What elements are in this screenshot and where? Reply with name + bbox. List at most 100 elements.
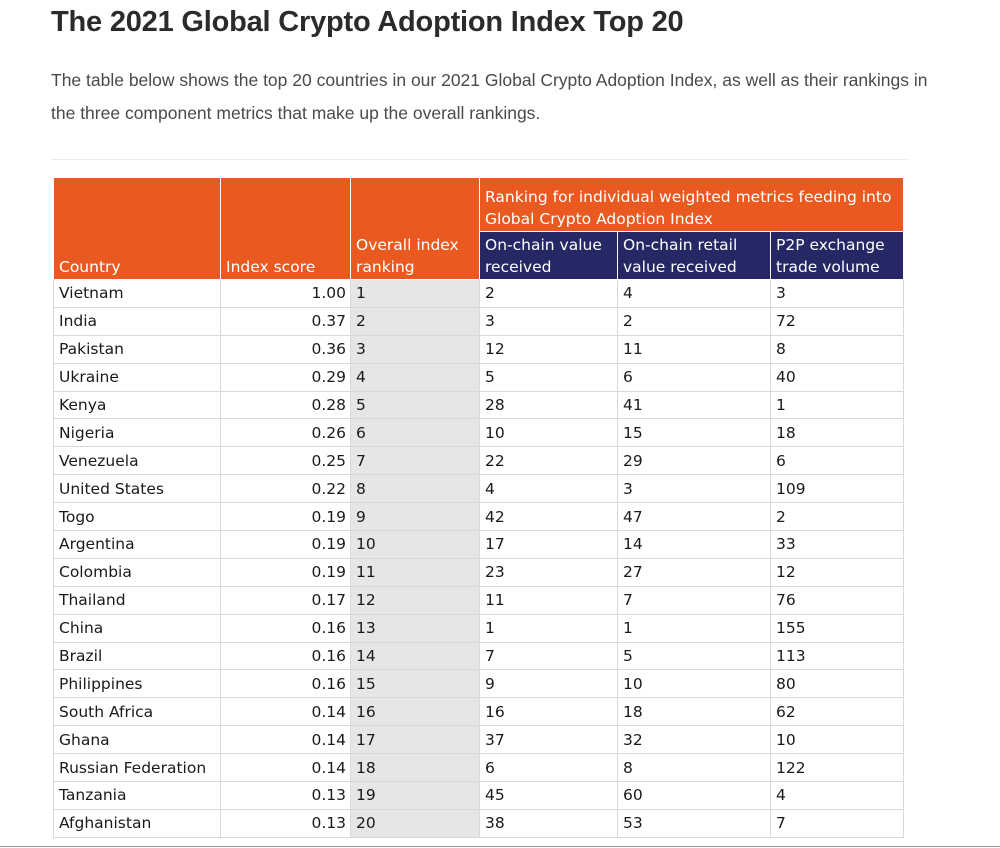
table-row: Tanzania 0.13 19 45 60 4 [53,781,904,810]
cell-onchain-value: 17 [479,530,618,559]
cell-overall-rank: 8 [350,474,480,504]
cell-country: China [53,613,221,643]
cell-index-score: 0.29 [220,362,351,392]
cell-p2p-volume: 155 [770,613,904,643]
cell-onchain-retail: 18 [617,697,771,727]
cell-overall-rank: 6 [350,418,480,448]
cell-p2p-volume: 4 [770,781,904,810]
cell-country: Kenya [53,390,221,420]
cell-overall-rank: 4 [350,362,480,392]
cell-onchain-value: 16 [479,697,618,727]
table-row: Russian Federation 0.14 18 6 8 122 [53,753,904,783]
cell-p2p-volume: 109 [770,474,904,504]
cell-overall-rank: 20 [350,808,480,838]
cell-index-score: 0.17 [220,585,351,615]
cell-overall-rank: 13 [350,613,480,643]
cell-country: United States [53,474,221,504]
cell-country: Vietnam [53,279,221,308]
cell-onchain-value: 45 [479,781,618,810]
cell-p2p-volume: 1 [770,390,904,420]
cell-onchain-retail: 11 [617,334,771,364]
cell-onchain-retail: 27 [617,557,771,587]
cell-onchain-value: 42 [479,502,618,532]
cell-onchain-value: 7 [479,641,618,671]
cell-onchain-retail: 1 [617,613,771,643]
table-row: Philippines 0.16 15 9 10 80 [53,669,904,699]
cell-onchain-value: 4 [479,474,618,504]
cell-onchain-retail: 3 [617,474,771,504]
header-onchain-value: On-chain value received [479,231,618,280]
cell-p2p-volume: 6 [770,446,904,476]
cell-onchain-value: 37 [479,725,618,755]
cell-overall-rank: 11 [350,557,480,587]
divider [51,159,908,160]
cell-country: Ukraine [53,362,221,392]
table-body: Vietnam 1.00 1 2 4 3 India 0.37 2 3 2 72 Pakistan 0.3… [53,279,904,838]
cell-p2p-volume: 2 [770,502,904,532]
cell-onchain-value: 23 [479,557,618,587]
cell-p2p-volume: 18 [770,418,904,448]
cell-onchain-value: 9 [479,669,618,699]
table-row: Thailand 0.17 12 11 7 76 [53,585,904,615]
header-onchain-retail: On-chain retail value received [617,231,771,280]
cell-country: Tanzania [53,781,221,810]
table-row: Kenya 0.28 5 28 41 1 [53,390,904,420]
header-p2p-volume: P2P exchange trade volume [770,231,904,280]
cell-index-score: 0.26 [220,418,351,448]
cell-p2p-volume: 10 [770,725,904,755]
cell-overall-rank: 5 [350,390,480,420]
table-row: China 0.16 13 1 1 155 [53,613,904,643]
cell-index-score: 0.13 [220,781,351,810]
cell-onchain-retail: 41 [617,390,771,420]
cell-p2p-volume: 72 [770,306,904,336]
cell-country: Ghana [53,725,221,755]
cell-country: India [53,306,221,336]
cell-onchain-value: 12 [479,334,618,364]
cell-index-score: 0.36 [220,334,351,364]
table-row: South Africa 0.14 16 16 18 62 [53,697,904,727]
cell-onchain-retail: 29 [617,446,771,476]
cell-p2p-volume: 40 [770,362,904,392]
cell-onchain-retail: 53 [617,808,771,838]
cell-onchain-retail: 6 [617,362,771,392]
cell-onchain-value: 11 [479,585,618,615]
cell-onchain-value: 10 [479,418,618,448]
cell-country: Pakistan [53,334,221,364]
cell-onchain-retail: 15 [617,418,771,448]
cell-country: Nigeria [53,418,221,448]
cell-onchain-retail: 7 [617,585,771,615]
cell-onchain-retail: 8 [617,753,771,783]
cell-p2p-volume: 7 [770,808,904,838]
cell-p2p-volume: 3 [770,279,904,308]
header-weighted-metrics-group: Ranking for individual weighted metrics … [479,177,904,232]
cell-onchain-retail: 2 [617,306,771,336]
cell-overall-rank: 12 [350,585,480,615]
cell-overall-rank: 3 [350,334,480,364]
cell-onchain-retail: 60 [617,781,771,810]
cell-country: Philippines [53,669,221,699]
cell-onchain-value: 5 [479,362,618,392]
cell-onchain-value: 1 [479,613,618,643]
cell-country: Afghanistan [53,808,221,838]
cell-p2p-volume: 122 [770,753,904,783]
cell-index-score: 0.14 [220,697,351,727]
cell-p2p-volume: 113 [770,641,904,671]
cell-onchain-value: 38 [479,808,618,838]
header-overall-ranking: Overall index ranking [350,177,480,280]
cell-overall-rank: 19 [350,781,480,810]
table-row: India 0.37 2 3 2 72 [53,306,904,336]
cell-index-score: 0.22 [220,474,351,504]
cell-index-score: 0.16 [220,669,351,699]
cell-onchain-retail: 4 [617,279,771,308]
cell-index-score: 0.14 [220,753,351,783]
cell-onchain-value: 3 [479,306,618,336]
header-index-score: Index score [220,177,351,280]
cell-country: Colombia [53,557,221,587]
cell-index-score: 0.16 [220,613,351,643]
page-bottom-border [0,846,1000,847]
cell-index-score: 1.00 [220,279,351,308]
cell-index-score: 0.19 [220,557,351,587]
table-row: Nigeria 0.26 6 10 15 18 [53,418,904,448]
cell-p2p-volume: 12 [770,557,904,587]
cell-overall-rank: 16 [350,697,480,727]
